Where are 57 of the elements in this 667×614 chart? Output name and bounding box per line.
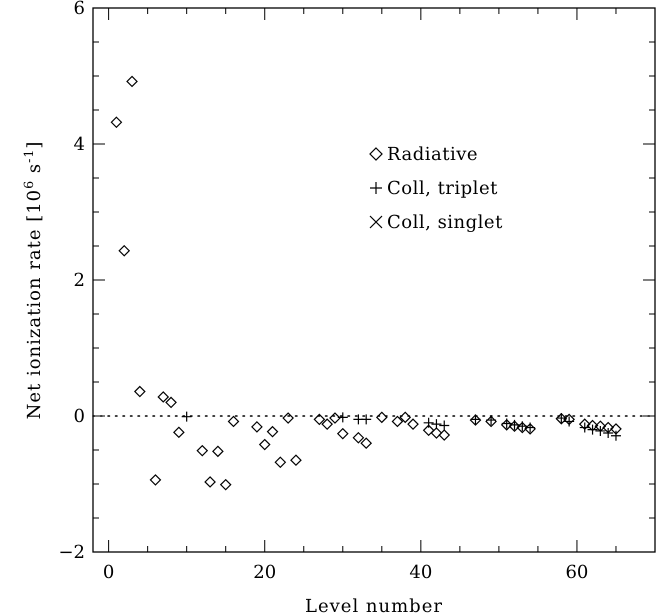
- point: [610, 430, 622, 442]
- legend-label: Radiative: [387, 144, 478, 165]
- point: [196, 445, 208, 456]
- legend-label: Coll, singlet: [387, 212, 504, 233]
- point: [564, 414, 575, 425]
- point: [314, 414, 325, 425]
- point: [430, 427, 442, 439]
- point: [438, 429, 450, 441]
- point: [586, 424, 598, 436]
- point: [274, 456, 286, 468]
- point: [322, 418, 333, 430]
- point: [134, 386, 146, 398]
- point: [329, 412, 341, 424]
- point: [602, 422, 614, 434]
- x-tick-label: 20: [253, 562, 276, 583]
- point: [360, 438, 372, 449]
- point: [579, 418, 590, 430]
- point: [282, 412, 294, 424]
- x-tick-label: 40: [409, 562, 432, 583]
- point: [220, 479, 232, 490]
- point: [110, 116, 122, 128]
- point: [392, 416, 404, 428]
- point: [158, 391, 169, 403]
- point: [400, 412, 411, 423]
- x-tick-label: 0: [102, 562, 114, 583]
- point: [150, 474, 162, 486]
- point: [423, 424, 434, 436]
- point: [438, 420, 450, 432]
- point: [126, 76, 138, 88]
- point: [118, 245, 130, 256]
- point: [165, 396, 177, 408]
- point: [212, 446, 224, 457]
- point: [430, 418, 442, 430]
- point: [376, 412, 388, 423]
- point: [173, 426, 184, 438]
- point: [259, 438, 270, 450]
- y-tick-label: 6: [74, 0, 85, 19]
- point: [251, 421, 263, 432]
- point: [290, 454, 302, 466]
- point: [423, 417, 434, 428]
- x-axis-title: Level number: [305, 596, 443, 614]
- y-tick-label: 4: [74, 134, 85, 155]
- point: [602, 427, 614, 439]
- point: [228, 416, 240, 428]
- y-tick-label: 2: [74, 270, 85, 291]
- point: [352, 432, 364, 444]
- x-tick-label: 60: [565, 562, 588, 583]
- point: [337, 428, 348, 440]
- point: [407, 418, 419, 430]
- legend-label: Coll, triplet: [387, 178, 498, 199]
- point: [586, 420, 598, 432]
- point: [266, 426, 278, 438]
- point: [204, 476, 216, 488]
- point: [594, 420, 606, 432]
- y-tick-label: 0: [74, 406, 85, 427]
- y-tick-label: −2: [58, 542, 85, 563]
- point: [610, 423, 622, 435]
